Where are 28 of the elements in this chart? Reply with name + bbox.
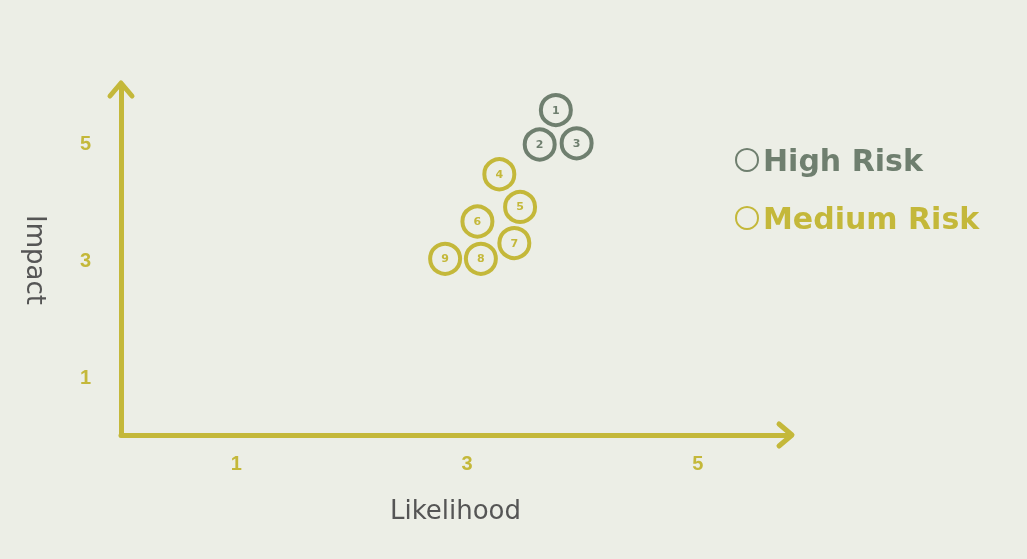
annotation: 8: [477, 252, 485, 266]
x-axis-title: Likelihood: [389, 495, 522, 525]
point: [460, 204, 495, 239]
annotation: 1: [552, 103, 560, 117]
x-tick-label: 3: [461, 452, 473, 474]
point: [463, 241, 498, 276]
y-tick-label: 1: [79, 365, 91, 388]
x-tick-label: 1: [230, 452, 242, 474]
annotation: 2: [535, 138, 544, 151]
legend-label: Medium Risk: [763, 200, 981, 236]
annotation: 9: [441, 252, 449, 266]
point: [428, 241, 463, 276]
y-tick-label: 3: [79, 249, 91, 271]
point: [497, 226, 532, 261]
annotation: 4: [495, 167, 504, 181]
point: [503, 189, 538, 224]
y-axis-title: Impact: [21, 215, 51, 305]
x-tick-label: 5: [692, 452, 704, 474]
point: [559, 126, 594, 161]
annotation: 3: [572, 136, 581, 150]
annotation: 6: [473, 215, 482, 228]
point: [482, 157, 517, 192]
y-tick-label: 5: [79, 132, 91, 155]
point: [538, 93, 573, 128]
point: [522, 127, 557, 162]
legend-label: High Risk: [763, 142, 924, 178]
annotation: 7: [510, 236, 519, 250]
annotation: 5: [516, 200, 524, 214]
